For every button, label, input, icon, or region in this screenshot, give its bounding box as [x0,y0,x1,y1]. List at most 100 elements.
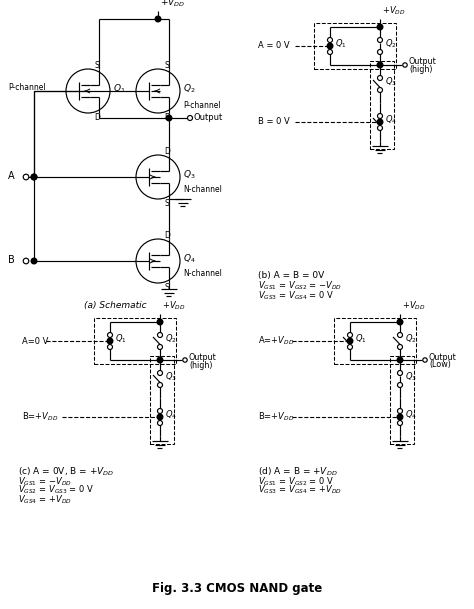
Text: P-channel: P-channel [8,82,46,91]
Text: N-channel: N-channel [183,186,222,194]
Text: $V_{GS1}$ = $V_{GS2}$ = 0 V: $V_{GS1}$ = $V_{GS2}$ = 0 V [258,475,334,487]
Circle shape [23,174,29,180]
Text: $Q_2$: $Q_2$ [165,333,177,345]
Text: $V_{GS3}$ = $V_{GS4}$ = $+V_{DD}$: $V_{GS3}$ = $V_{GS4}$ = $+V_{DD}$ [258,484,342,496]
Text: D: D [164,231,170,240]
Circle shape [157,409,163,414]
Circle shape [347,338,353,344]
Bar [94,318,176,364]
Text: Output: Output [194,113,223,122]
Text: D: D [164,147,170,156]
Text: $Q_2$: $Q_2$ [405,333,417,345]
Text: S: S [164,199,169,208]
Text: $+V_{DD}$: $+V_{DD}$ [160,0,185,9]
Text: B=+$V_{DD}$: B=+$V_{DD}$ [22,410,58,423]
Circle shape [377,125,383,130]
Circle shape [166,115,172,121]
Text: A = 0 V: A = 0 V [258,41,290,51]
Circle shape [157,345,163,350]
Circle shape [108,333,112,337]
Text: P-channel: P-channel [183,100,220,110]
Circle shape [423,358,427,362]
Text: $V_{GS1}$ = $-V_{DD}$: $V_{GS1}$ = $-V_{DD}$ [18,475,72,487]
Circle shape [31,258,37,264]
Text: $+V_{DD}$: $+V_{DD}$ [162,300,185,312]
Text: $Q_1$: $Q_1$ [115,333,127,345]
Circle shape [157,414,163,420]
Circle shape [398,370,402,376]
Text: (d) A = B = $+V_{DD}$: (d) A = B = $+V_{DD}$ [258,466,337,479]
Circle shape [31,174,37,180]
Text: $V_{GS4}$ = $+V_{DD}$: $V_{GS4}$ = $+V_{DD}$ [18,493,72,505]
Circle shape [397,319,403,325]
Text: $+V_{DD}$: $+V_{DD}$ [402,300,426,312]
Circle shape [398,345,402,350]
Circle shape [31,174,37,180]
Bar [334,318,416,364]
Circle shape [377,76,383,80]
Circle shape [397,414,403,420]
Circle shape [377,113,383,119]
Circle shape [397,357,403,363]
Circle shape [183,358,187,362]
Text: A: A [9,171,15,181]
Circle shape [23,258,29,264]
Text: Fig. 3.3 CMOS NAND gate: Fig. 3.3 CMOS NAND gate [152,582,322,595]
Text: $Q_3$: $Q_3$ [385,76,397,88]
Text: D: D [164,113,170,122]
Text: $V_{GS3}$ = $V_{GS4}$ = 0 V: $V_{GS3}$ = $V_{GS4}$ = 0 V [258,289,334,301]
Bar [370,61,394,149]
Circle shape [398,409,402,414]
Circle shape [328,38,332,43]
Text: S: S [164,61,169,70]
Circle shape [398,382,402,387]
Text: A=0 V: A=0 V [22,337,48,345]
Text: $Q_2$: $Q_2$ [385,38,397,51]
Circle shape [157,357,163,363]
Circle shape [377,24,383,30]
Circle shape [157,382,163,387]
Bar [314,23,396,69]
Text: $Q_3$: $Q_3$ [165,371,177,383]
Text: $Q_4$: $Q_4$ [183,253,196,266]
Text: $Q_4$: $Q_4$ [405,409,417,421]
Circle shape [347,333,353,337]
Text: (Low): (Low) [429,361,451,370]
Text: $Q_1$: $Q_1$ [113,83,126,95]
Text: Output: Output [409,57,437,66]
Circle shape [328,49,332,54]
Text: $+V_{DD}$: $+V_{DD}$ [382,4,406,17]
Circle shape [155,16,161,22]
Circle shape [157,420,163,426]
Text: $Q_2$: $Q_2$ [183,83,195,95]
Text: Output: Output [429,353,457,362]
Circle shape [327,43,333,49]
Text: $V_{GS2}$ = $V_{GS3}$ = 0 V: $V_{GS2}$ = $V_{GS3}$ = 0 V [18,484,94,496]
Text: $Q_4$: $Q_4$ [385,114,397,126]
Circle shape [107,338,113,344]
Circle shape [403,63,407,67]
Text: B=+$V_{DD}$: B=+$V_{DD}$ [258,410,294,423]
Text: Output: Output [189,353,217,362]
Text: (c) A = 0V, B = $+V_{DD}$: (c) A = 0V, B = $+V_{DD}$ [18,466,114,479]
Circle shape [377,88,383,93]
Circle shape [347,345,353,350]
Circle shape [157,333,163,337]
Circle shape [377,62,383,68]
Bar [150,356,174,444]
Circle shape [377,38,383,43]
Bar [390,356,414,444]
Text: (a) Schematic: (a) Schematic [84,301,146,310]
Text: $Q_3$: $Q_3$ [183,169,196,181]
Text: $V_{GS1}$ = $V_{GS2}$ = $-V_{DD}$: $V_{GS1}$ = $V_{GS2}$ = $-V_{DD}$ [258,280,342,292]
Circle shape [157,319,163,325]
Text: $Q_3$: $Q_3$ [405,371,417,383]
Text: A=+$V_{DD}$: A=+$V_{DD}$ [258,335,294,347]
Text: (b) A = B = 0V: (b) A = B = 0V [258,271,324,280]
Circle shape [188,116,192,121]
Text: S: S [95,61,100,70]
Circle shape [398,420,402,426]
Text: $Q_1$: $Q_1$ [355,333,367,345]
Circle shape [377,119,383,125]
Circle shape [377,49,383,54]
